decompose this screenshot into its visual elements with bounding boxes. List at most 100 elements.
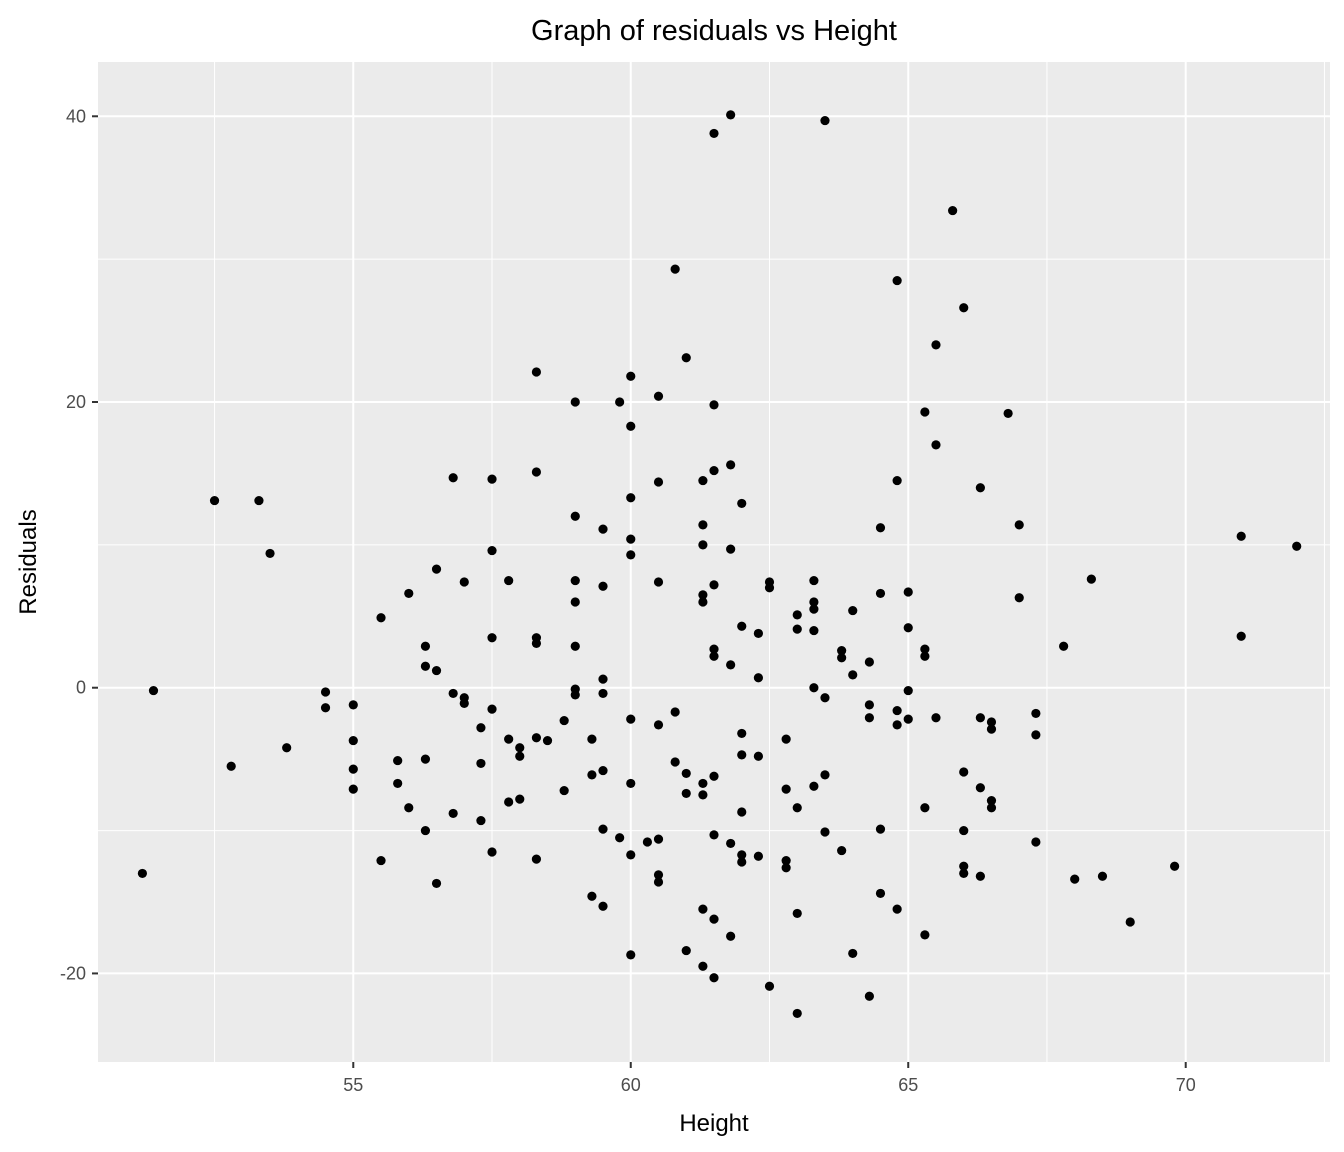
data-point bbox=[570, 397, 580, 407]
data-point bbox=[698, 520, 708, 530]
data-point bbox=[875, 888, 886, 899]
data-point bbox=[837, 653, 847, 663]
data-point bbox=[598, 824, 608, 834]
data-point bbox=[726, 110, 736, 120]
data-point bbox=[393, 778, 403, 789]
data-point bbox=[598, 765, 608, 776]
data-point bbox=[598, 581, 608, 591]
data-point bbox=[226, 761, 236, 771]
data-point bbox=[931, 340, 941, 350]
y-tick-label: 0 bbox=[76, 678, 86, 698]
data-point bbox=[504, 575, 514, 586]
data-point bbox=[986, 795, 997, 806]
data-point bbox=[487, 847, 497, 857]
data-point bbox=[626, 850, 636, 860]
data-point bbox=[698, 790, 708, 800]
data-point bbox=[975, 871, 985, 881]
data-point bbox=[848, 948, 858, 959]
data-point bbox=[920, 803, 930, 813]
data-point bbox=[626, 371, 636, 381]
data-point bbox=[348, 764, 358, 774]
data-point bbox=[570, 690, 580, 700]
data-point bbox=[709, 128, 719, 139]
data-point bbox=[1170, 861, 1180, 871]
y-tick-label: -20 bbox=[60, 963, 86, 983]
data-point bbox=[837, 845, 847, 856]
x-tick-label: 70 bbox=[1176, 1075, 1196, 1095]
data-point bbox=[986, 803, 997, 813]
data-point bbox=[670, 707, 680, 717]
data-point bbox=[820, 770, 830, 780]
data-point bbox=[670, 757, 680, 767]
data-point bbox=[792, 803, 802, 813]
data-point bbox=[753, 851, 763, 861]
data-point bbox=[487, 704, 497, 714]
data-point bbox=[848, 670, 858, 680]
data-point bbox=[737, 807, 747, 817]
data-point bbox=[792, 1008, 802, 1019]
data-point bbox=[903, 623, 913, 633]
x-axis-title: Height bbox=[679, 1110, 749, 1137]
data-point bbox=[653, 720, 664, 730]
data-point bbox=[753, 628, 763, 639]
data-point bbox=[653, 870, 664, 880]
data-point bbox=[986, 717, 997, 727]
x-tick-label: 65 bbox=[898, 1075, 918, 1095]
data-point bbox=[504, 797, 514, 807]
data-point bbox=[920, 644, 930, 654]
data-point bbox=[626, 714, 636, 724]
data-point bbox=[1236, 631, 1246, 641]
data-point bbox=[681, 788, 691, 799]
data-point bbox=[1097, 871, 1108, 881]
data-point bbox=[420, 641, 431, 651]
data-point bbox=[875, 824, 886, 834]
data-point bbox=[986, 724, 997, 734]
data-point bbox=[431, 665, 442, 676]
data-point bbox=[1031, 708, 1041, 719]
data-point bbox=[726, 931, 736, 941]
data-point bbox=[931, 440, 941, 450]
data-point bbox=[975, 783, 985, 793]
data-point bbox=[726, 660, 736, 670]
data-point bbox=[642, 837, 653, 847]
data-point bbox=[504, 734, 514, 744]
data-point bbox=[920, 407, 930, 417]
data-point bbox=[792, 908, 802, 919]
data-point bbox=[670, 264, 680, 274]
data-point bbox=[709, 644, 719, 654]
data-point bbox=[726, 544, 736, 554]
data-point bbox=[709, 830, 719, 840]
data-point bbox=[265, 548, 275, 559]
data-point bbox=[781, 863, 791, 873]
data-point bbox=[975, 483, 985, 493]
data-point bbox=[698, 540, 708, 550]
axis-ticks: 55 60 65 70 -20 0 20 40 bbox=[60, 106, 1196, 1095]
data-point bbox=[698, 475, 708, 486]
data-point bbox=[626, 778, 636, 789]
data-point bbox=[1070, 874, 1080, 884]
data-point bbox=[531, 467, 542, 477]
data-point bbox=[903, 587, 913, 597]
data-point bbox=[420, 825, 431, 836]
data-point bbox=[781, 734, 791, 744]
data-point bbox=[570, 575, 580, 586]
data-point bbox=[1125, 917, 1135, 927]
data-point bbox=[653, 834, 664, 844]
data-point bbox=[837, 645, 847, 656]
data-point bbox=[959, 825, 969, 836]
data-point bbox=[1014, 593, 1024, 603]
data-point bbox=[376, 855, 386, 866]
data-point bbox=[892, 275, 902, 286]
chart-title: Graph of residuals vs Height bbox=[531, 15, 897, 47]
plot-panel bbox=[98, 62, 1330, 1062]
data-point bbox=[948, 205, 958, 216]
data-point bbox=[753, 751, 763, 761]
data-point bbox=[820, 827, 830, 837]
data-point bbox=[959, 868, 969, 879]
data-point bbox=[792, 624, 802, 634]
data-point bbox=[709, 973, 719, 983]
data-point bbox=[570, 597, 580, 607]
data-point bbox=[148, 685, 159, 696]
data-point bbox=[476, 758, 486, 769]
data-point bbox=[726, 838, 736, 849]
